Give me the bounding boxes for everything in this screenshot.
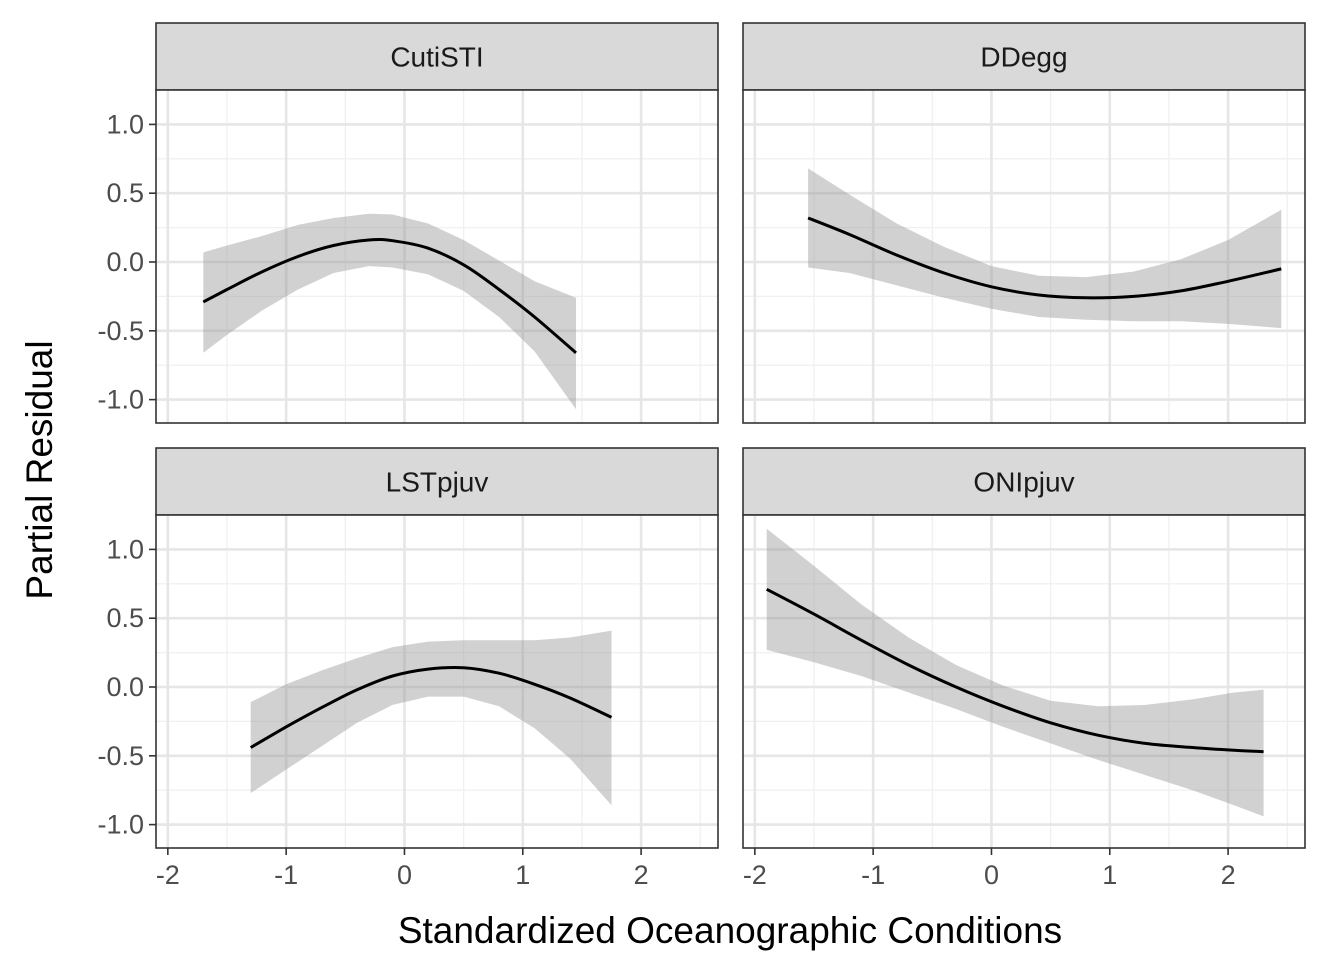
y-tick-label: -1.0 [97, 810, 144, 840]
panel-border [155, 89, 719, 424]
x-tick-label: -2 [156, 860, 180, 890]
y-axis-title: Partial Residual [19, 340, 60, 599]
facet-strip [155, 447, 719, 516]
y-tick-label: -1.0 [97, 385, 144, 415]
axes: -1.0 -0.5 0.0 0.5 1.0 -1.0 -0.5 0.0 0.5 1.0 -2 -1 0 1… [97, 109, 1235, 890]
x-tick-label: 1 [515, 860, 530, 890]
grid [156, 515, 718, 848]
facet-strip-label: ONIpjuv [973, 467, 1074, 498]
panel-border [742, 89, 1306, 424]
facet-strip [742, 447, 1306, 516]
x-tick-label: 2 [1221, 860, 1236, 890]
fit-line [249, 665, 613, 749]
confidence-ribbon [766, 528, 1264, 817]
confidence-ribbon [250, 630, 612, 806]
x-tick-label: 2 [634, 860, 649, 890]
y-tick-label: 1.0 [106, 109, 144, 139]
x-axis-title: Standardized Oceanographic Conditions [398, 910, 1062, 951]
facet-panel-cutisti: CutiSTI [155, 22, 719, 424]
y-tick-label: 1.0 [106, 534, 144, 564]
y-tick-label: 0.5 [106, 178, 144, 208]
facet-panels: CutiSTI DDegg LSTpjuv ONIpjuv [155, 22, 1306, 849]
facet-panel-lstpjuv: LSTpjuv [155, 447, 719, 849]
panel-background [743, 90, 1305, 423]
facet-panel-ddegg: DDegg [742, 22, 1306, 424]
facet-strip-label: CutiSTI [390, 42, 483, 73]
grid [743, 515, 1305, 848]
x-tick-label: 1 [1102, 860, 1117, 890]
confidence-ribbon [203, 213, 577, 410]
y-tick-label: -0.5 [97, 316, 144, 346]
fit-line [807, 216, 1282, 300]
x-tick-label: -1 [274, 860, 298, 890]
confidence-ribbon [808, 168, 1282, 329]
facet-panel-onipjuv: ONIpjuv [742, 447, 1306, 849]
facet-strip-label: LSTpjuv [386, 467, 489, 498]
fit-line [202, 238, 577, 354]
y-tick-label: 0.5 [106, 603, 144, 633]
panel-border [742, 514, 1306, 849]
y-tick-label: -0.5 [97, 741, 144, 771]
fit-line [766, 587, 1264, 754]
y-tick-label: 0.0 [106, 247, 144, 277]
grid [156, 90, 718, 423]
x-tick-label: 0 [984, 860, 999, 890]
facet-strip [155, 22, 719, 91]
panel-border [155, 514, 719, 849]
panel-background [156, 515, 718, 848]
panel-background [156, 90, 718, 423]
x-tick-label: 0 [397, 860, 412, 890]
x-tick-label: -2 [743, 860, 767, 890]
x-tick-label: -1 [861, 860, 885, 890]
facet-strip-label: DDegg [980, 42, 1067, 73]
grid [743, 90, 1305, 423]
panel-background [743, 515, 1305, 848]
y-tick-label: 0.0 [106, 672, 144, 702]
